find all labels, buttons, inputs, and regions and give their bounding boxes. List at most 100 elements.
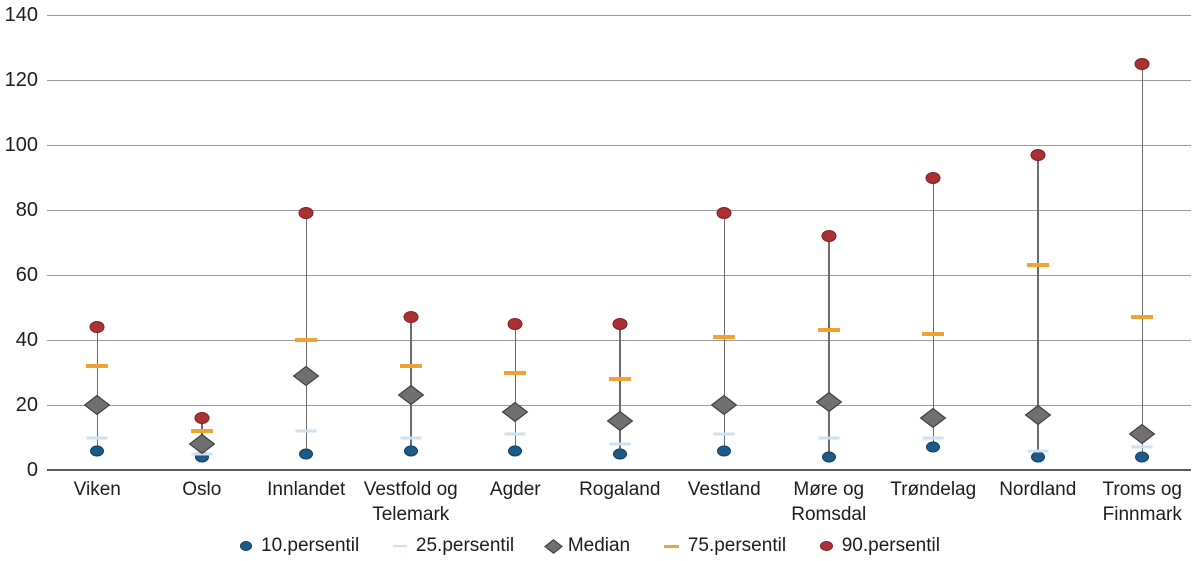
marker-p75-dash	[608, 377, 631, 381]
range-line	[1037, 154, 1039, 457]
legend-p25-dash-icon	[392, 545, 407, 547]
category-label: Trøndelag	[890, 479, 977, 500]
category-label: Rogaland	[579, 479, 661, 500]
y-tick-label: 20	[15, 394, 38, 416]
marker-p90-dot	[821, 230, 837, 242]
marker-med-diamond	[292, 365, 320, 386]
legend-item-p25: 25.persentil	[392, 535, 515, 557]
legend-label-p10: 10.persentil	[261, 535, 360, 556]
marker-p25-dash	[713, 432, 735, 436]
legend-label-med: Median	[567, 535, 631, 556]
range-line	[723, 213, 725, 451]
range-line	[96, 327, 98, 451]
marker-p90-dot	[507, 317, 523, 330]
marker-p10-dot	[403, 445, 418, 456]
gridline	[47, 80, 1191, 81]
category-label: Innlandet	[267, 479, 346, 500]
category-label: Nordland	[999, 479, 1077, 500]
range-line	[932, 177, 934, 448]
marker-p75-dash	[190, 429, 213, 433]
marker-p25-dash	[609, 442, 631, 446]
marker-p90-dot	[925, 171, 941, 184]
y-tick-label: 80	[15, 199, 38, 221]
marker-p10-dot	[717, 445, 732, 456]
marker-p25-dash	[922, 436, 944, 439]
y-tick-label: 100	[4, 134, 38, 156]
range-line	[619, 323, 621, 454]
gridline	[47, 15, 1191, 16]
y-tick-label: 140	[4, 4, 38, 26]
range-line	[1141, 63, 1143, 457]
legend-p75-dash-icon	[663, 544, 679, 548]
category-label: Vestfold og Telemark	[363, 479, 458, 525]
range-line	[514, 323, 516, 451]
marker-p90-dot	[612, 317, 628, 330]
marker-p25-dash	[400, 436, 422, 439]
marker-p10-dot	[508, 445, 523, 456]
marker-p10-dot	[821, 451, 836, 463]
marker-med-diamond	[1024, 404, 1052, 425]
category-label: Agder	[489, 479, 541, 500]
category-label: Møre og Romsdal	[791, 479, 867, 525]
marker-med-diamond	[397, 385, 425, 406]
chart-legend: 10.persentil 25.persentil Median 75.persent…	[240, 533, 940, 559]
y-tick-label: 60	[15, 264, 38, 286]
gridline	[47, 210, 1191, 211]
range-line	[828, 236, 830, 457]
marker-p75-dash	[713, 334, 736, 339]
legend-item-p75: 75.persentil	[663, 535, 787, 557]
marker-p75-dash	[504, 370, 527, 375]
category-label: Oslo	[182, 479, 222, 500]
marker-p90-dot	[716, 207, 732, 220]
y-tick-label: 120	[4, 69, 38, 91]
marker-p90-dot	[1134, 57, 1150, 70]
marker-med-diamond	[710, 394, 738, 416]
marker-p75-dash	[1026, 263, 1049, 268]
legend-item-p90: 90.persentil	[819, 535, 940, 557]
marker-p75-dash	[922, 331, 945, 336]
gridline	[47, 275, 1191, 276]
marker-p75-dash	[399, 364, 422, 368]
marker-p25-dash	[504, 432, 526, 436]
legend-p90-dot-icon	[819, 541, 833, 551]
marker-p10-dot	[90, 445, 105, 456]
legend-item-med: Median	[543, 535, 631, 557]
marker-p75-dash	[295, 338, 318, 342]
legend-p10-dot-icon	[240, 541, 252, 551]
legend-label-p75: 75.persentil	[687, 535, 787, 556]
marker-p25-dash	[86, 436, 108, 439]
marker-p25-dash	[818, 436, 840, 439]
marker-med-diamond	[1128, 424, 1156, 445]
marker-med-diamond	[83, 394, 111, 416]
legend-label-p90: 90.persentil	[841, 535, 940, 556]
marker-p90-dot	[89, 321, 105, 333]
marker-med-diamond	[815, 391, 843, 412]
marker-p75-dash	[1131, 315, 1154, 320]
marker-p25-dash	[1027, 449, 1049, 452]
marker-p25-dash	[1131, 445, 1153, 449]
category-label: Troms og Finnmark	[1102, 479, 1183, 525]
marker-med-diamond	[606, 411, 634, 432]
marker-p10-dot	[1030, 451, 1045, 463]
marker-med-diamond	[919, 407, 947, 429]
marker-p90-dot	[298, 207, 314, 220]
marker-p75-dash	[817, 328, 840, 333]
category-label: Vestland	[687, 479, 761, 500]
y-tick-label: 40	[15, 329, 38, 351]
marker-p10-dot	[1135, 451, 1150, 463]
gridline	[47, 145, 1191, 146]
y-tick-label: 0	[26, 459, 38, 481]
range-line	[305, 213, 307, 454]
marker-p75-dash	[86, 364, 109, 368]
marker-p10-dot	[926, 441, 941, 453]
legend-label-p25: 25.persentil	[415, 535, 515, 556]
marker-med-diamond	[188, 433, 216, 455]
marker-p90-dot	[403, 311, 419, 324]
legend-item-p10: 10.persentil	[240, 535, 359, 557]
marker-p10-dot	[299, 448, 314, 460]
x-axis-line	[47, 469, 1191, 471]
marker-p90-dot	[1030, 148, 1046, 161]
category-label: Viken	[73, 479, 121, 500]
marker-p90-dot	[194, 412, 210, 424]
